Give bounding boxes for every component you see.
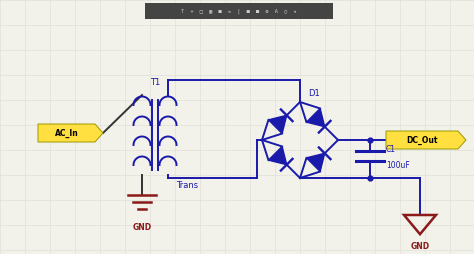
Text: C1: C1	[386, 145, 396, 153]
Text: 100uF: 100uF	[386, 161, 410, 169]
Polygon shape	[307, 108, 325, 127]
Text: D1: D1	[308, 89, 320, 98]
Text: Trans: Trans	[176, 181, 198, 190]
Polygon shape	[268, 147, 287, 165]
Polygon shape	[307, 153, 325, 171]
Polygon shape	[38, 124, 103, 142]
Text: T  +  □  ▣  ■  ≈  |  ■  ■  ⊕  A  ○  ★: T + □ ▣ ■ ≈ | ■ ■ ⊕ A ○ ★	[181, 8, 297, 14]
FancyBboxPatch shape	[145, 3, 333, 19]
Polygon shape	[386, 131, 466, 149]
Text: DC_Out: DC_Out	[406, 135, 438, 145]
Text: GND: GND	[410, 242, 429, 251]
Text: AC_In: AC_In	[55, 129, 78, 138]
Text: T1: T1	[150, 78, 160, 87]
Text: GND: GND	[132, 223, 152, 232]
Polygon shape	[268, 115, 287, 134]
